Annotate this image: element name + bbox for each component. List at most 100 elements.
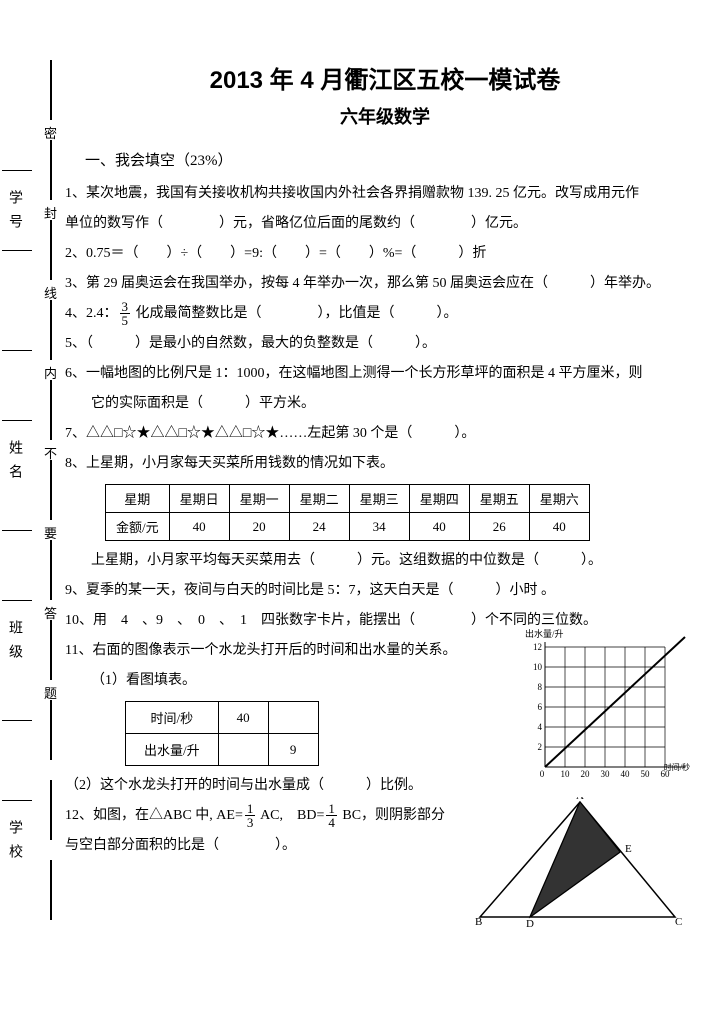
- gutter-segment: [50, 620, 52, 680]
- gutter-underline: [2, 720, 32, 721]
- chart-xlabel: 时间/秒: [664, 762, 690, 772]
- chart-line: [545, 637, 685, 767]
- fraction: 13: [245, 802, 256, 829]
- shaded-region: [530, 802, 620, 917]
- q12m: AC, BD=: [257, 808, 324, 823]
- svg-text:C: C: [675, 916, 682, 927]
- label-banji: 班级: [4, 620, 24, 668]
- question-4: 4、2.4：35 化成最简整数比是（ ），比值是（ ）。: [65, 300, 705, 328]
- table-row: 金额/元 40 20 24 34 40 26 40: [106, 513, 590, 541]
- th: 星期六: [529, 485, 589, 513]
- chart-ylabel: 出水量/升: [525, 628, 564, 639]
- table-row: 星期 星期日 星期一 星期二 星期三 星期四 星期五 星期六: [106, 485, 590, 513]
- th: 星期三: [349, 485, 409, 513]
- td: 40: [218, 702, 268, 734]
- svg-text:A: A: [576, 797, 584, 802]
- section-heading: 一、我会填空（23%）: [85, 149, 705, 170]
- triangle-figure: A B C D E: [475, 797, 685, 927]
- svg-text:D: D: [526, 918, 534, 927]
- question-6a: 6、一幅地图的比例尺是 1：1000，在这幅地图上测得一个长方形草坪的面积是 4…: [65, 360, 705, 388]
- question-1a: 1、某次地震，我国有关接收机构共接收国内外社会各界捐赠款物 139. 25 亿元…: [65, 180, 705, 208]
- td: 时间/秒: [126, 702, 219, 734]
- td: 26: [469, 513, 529, 541]
- gutter-segment: [50, 780, 52, 840]
- svg-text:50: 50: [641, 769, 651, 779]
- gutter-underline: [2, 530, 32, 531]
- fraction: 35: [120, 300, 131, 327]
- q4-a: 4、2.4：: [65, 306, 118, 321]
- gutter-segment: [50, 380, 52, 440]
- page-content: 2013 年 4 月衢江区五校一模试卷 六年级数学 一、我会填空（23%） 1、…: [65, 60, 705, 862]
- table-q8: 星期 星期日 星期一 星期二 星期三 星期四 星期五 星期六 金额/元 40 2…: [105, 484, 590, 541]
- gutter-segment: [50, 60, 52, 120]
- td: 出水量/升: [126, 734, 219, 766]
- gutter-underline: [2, 250, 32, 251]
- frac-den: 5: [120, 314, 131, 327]
- svg-text:B: B: [475, 916, 482, 927]
- frac-num: 1: [326, 802, 337, 816]
- svg-text:0: 0: [540, 769, 545, 779]
- svg-text:2: 2: [538, 742, 543, 752]
- th: 星期二: [289, 485, 349, 513]
- question-6b: 它的实际面积是（ ）平方米。: [65, 390, 705, 418]
- question-7: 7、△△□☆★△△□☆★△△□☆★……左起第 30 个是（ ）。: [65, 420, 705, 448]
- svg-text:6: 6: [538, 702, 543, 712]
- gutter-underline: [2, 350, 32, 351]
- td: 20: [229, 513, 289, 541]
- gutter-segment: [50, 860, 52, 920]
- td: 9: [268, 734, 318, 766]
- th: 星期一: [229, 485, 289, 513]
- th: 星期五: [469, 485, 529, 513]
- question-8a: 8、上星期，小月家每天买菜所用钱数的情况如下表。: [65, 450, 705, 478]
- td: 24: [289, 513, 349, 541]
- gutter-segment: [50, 300, 52, 360]
- frac-num: 1: [245, 802, 256, 816]
- gutter-segment: [50, 140, 52, 200]
- gutter-underline: [2, 420, 32, 421]
- fraction: 14: [326, 802, 337, 829]
- page-title: 2013 年 4 月衢江区五校一模试卷: [65, 60, 705, 95]
- svg-text:20: 20: [581, 769, 591, 779]
- table-row: 时间/秒 40: [126, 702, 319, 734]
- svg-text:4: 4: [538, 722, 543, 732]
- gutter-underline: [2, 800, 32, 801]
- question-9: 9、夏季的某一天，夜间与白天的时间比是 5：7，这天白天是（ ）小时 。: [65, 577, 705, 605]
- question-3: 3、第 29 届奥运会在我国举办，按每 4 年举办一次，那么第 50 届奥运会应…: [65, 270, 705, 298]
- frac-num: 3: [120, 300, 131, 314]
- svg-text:40: 40: [621, 769, 631, 779]
- question-8b: 上星期，小月家平均每天买菜用去（ ）元。这组数据的中位数是（ ）。: [65, 547, 705, 575]
- q11-wrap: 11、右面的图像表示一个水龙头打开后的时间和出水量的关系。 （1）看图填表。 时…: [65, 637, 705, 860]
- th: 星期四: [409, 485, 469, 513]
- td: 34: [349, 513, 409, 541]
- th: 星期: [106, 485, 170, 513]
- table-q11: 时间/秒 40 出水量/升 9: [125, 701, 319, 766]
- svg-text:12: 12: [533, 642, 542, 652]
- yticks: 2 4 6 8 10 12: [533, 642, 543, 752]
- line-chart: 出水量/升 2 4 6: [520, 627, 695, 787]
- binding-gutter: 密 封 线 内 不 要 答 题 学号 姓名 班级 学校: [0, 60, 60, 1000]
- td: 金额/元: [106, 513, 170, 541]
- gutter-segment: [50, 460, 52, 520]
- frac-den: 3: [245, 816, 256, 829]
- question-1b: 单位的数写作（ ）元，省略亿位后面的尾数约（ ）亿元。: [65, 210, 705, 238]
- gutter-underline: [2, 170, 32, 171]
- gutter-underline: [2, 600, 32, 601]
- xticks: 102030 405060: [561, 769, 671, 779]
- page-subtitle: 六年级数学: [65, 103, 705, 129]
- table-row: 出水量/升 9: [126, 734, 319, 766]
- svg-text:8: 8: [538, 682, 543, 692]
- td: 40: [529, 513, 589, 541]
- gutter-segment: [50, 700, 52, 760]
- svg-text:E: E: [625, 843, 632, 855]
- svg-text:10: 10: [561, 769, 571, 779]
- q12a: 12、如图，在△ABC 中, AE=: [65, 808, 243, 823]
- question-2: 2、0.75＝（ ）÷（ ）=9:（ ）=（ ）%=（ ）折: [65, 240, 705, 268]
- svg-text:10: 10: [533, 662, 543, 672]
- question-5: 5、（ ）是最小的自然数，最大的负整数是（ ）。: [65, 330, 705, 358]
- frac-den: 4: [326, 816, 337, 829]
- label-xuehao: 学号: [4, 190, 24, 238]
- gutter-segment: [50, 540, 52, 600]
- td: 40: [409, 513, 469, 541]
- svg-text:30: 30: [601, 769, 611, 779]
- label-xingming: 姓名: [4, 440, 24, 488]
